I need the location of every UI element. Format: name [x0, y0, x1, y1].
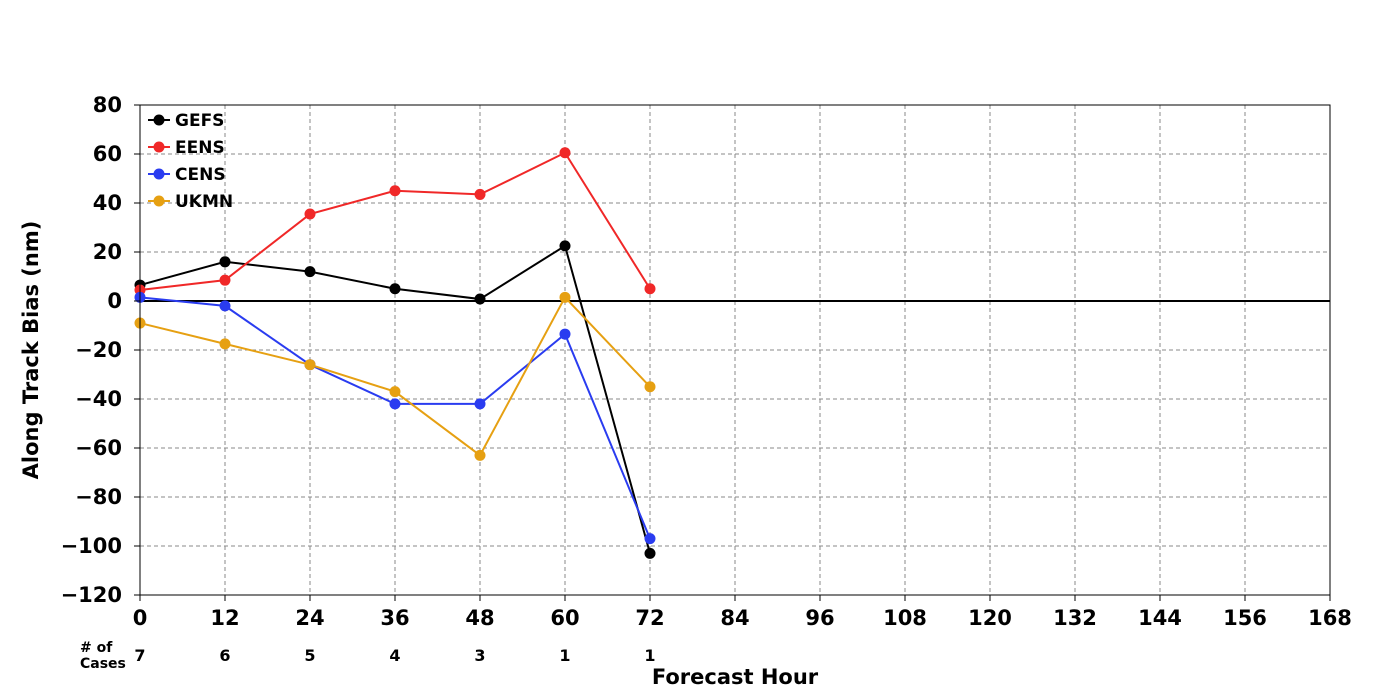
data-point-cens — [389, 398, 401, 410]
y-tick-label: 80 — [93, 93, 122, 117]
cases-count: 3 — [474, 646, 485, 665]
data-point-gefs — [304, 266, 316, 278]
series-line-ukmn — [139, 295, 651, 457]
data-point-ukmn — [389, 386, 401, 398]
x-tick-label: 120 — [968, 606, 1012, 630]
legend-swatch-marker — [153, 168, 165, 180]
x-tick-label: 156 — [1223, 606, 1267, 630]
y-tick-label: −20 — [75, 338, 122, 362]
data-point-cens — [559, 328, 571, 340]
cases-count: 4 — [389, 646, 400, 665]
x-tick-label: 48 — [465, 606, 494, 630]
data-point-eens — [219, 274, 231, 286]
data-point-gefs — [219, 256, 231, 268]
x-tick-label: 96 — [805, 606, 834, 630]
x-tick-label: 144 — [1138, 606, 1182, 630]
y-tick-label: −100 — [61, 534, 122, 558]
grid-layer — [140, 105, 1330, 595]
data-point-eens — [644, 283, 656, 295]
x-tick-label: 84 — [720, 606, 749, 630]
y-tick-label: −120 — [61, 583, 122, 607]
series-line-cens — [139, 296, 651, 540]
x-tick-label: 168 — [1308, 606, 1352, 630]
data-point-eens — [474, 188, 486, 200]
legend-label: CENS — [175, 165, 226, 185]
data-point-eens — [389, 185, 401, 197]
legend-swatch-marker — [153, 114, 165, 126]
legend: GEFS EENS CENS UKMN — [148, 111, 233, 212]
data-point-ukmn — [559, 291, 571, 303]
legend-swatch-marker — [153, 141, 165, 153]
series-layer — [134, 147, 656, 559]
x-tick-label: 12 — [210, 606, 239, 630]
y-tick-label: 40 — [93, 191, 122, 215]
x-tick-label: 132 — [1053, 606, 1097, 630]
y-tick-label: −60 — [75, 436, 122, 460]
y-tick-label: 20 — [93, 240, 122, 264]
cases-count: 1 — [644, 646, 655, 665]
legend-entry-cens: CENS — [148, 165, 226, 185]
y-axis-title: Along Track Bias (nm) — [19, 221, 43, 480]
x-tick-label: 108 — [883, 606, 927, 630]
cases-label: Cases — [80, 656, 126, 672]
data-point-gefs — [389, 283, 401, 295]
x-tick-label: 72 — [635, 606, 664, 630]
data-point-cens — [219, 300, 231, 312]
legend-entry-ukmn: UKMN — [148, 192, 233, 212]
data-point-gefs — [474, 293, 486, 305]
data-point-eens — [304, 208, 316, 220]
x-tick-label: 60 — [550, 606, 579, 630]
data-point-eens — [559, 147, 571, 159]
cases-label: # of — [80, 640, 113, 656]
data-point-cens — [474, 398, 486, 410]
legend-label: GEFS — [175, 111, 224, 131]
x-tick-label: 36 — [380, 606, 409, 630]
data-point-gefs — [644, 547, 656, 559]
series-ukmn — [134, 291, 656, 461]
data-point-ukmn — [644, 381, 656, 393]
ticks-layer: 0 12 24 36 48 60 72 84 96 108 120 132 144 156 168 −120 −… — [61, 93, 1352, 630]
cases-count: 1 — [559, 646, 570, 665]
x-tick-label: 0 — [133, 606, 148, 630]
cases-count: 6 — [219, 646, 230, 665]
legend-label: UKMN — [175, 192, 233, 212]
y-tick-label: 0 — [107, 289, 122, 313]
legend-swatch-marker — [153, 195, 165, 207]
x-tick-label: 24 — [295, 606, 324, 630]
cases-count: 5 — [304, 646, 315, 665]
legend-label: EENS — [175, 138, 225, 158]
cases-count: 7 — [134, 646, 145, 665]
y-tick-label: 60 — [93, 142, 122, 166]
y-tick-label: −80 — [75, 485, 122, 509]
y-tick-label: −40 — [75, 387, 122, 411]
x-axis-title: Forecast Hour — [652, 665, 819, 689]
data-point-ukmn — [474, 449, 486, 461]
data-point-cens — [644, 533, 656, 545]
legend-entry-gefs: GEFS — [148, 111, 224, 131]
data-point-ukmn — [304, 359, 316, 371]
data-point-ukmn — [219, 338, 231, 350]
data-point-gefs — [559, 240, 571, 252]
legend-entry-eens: EENS — [148, 138, 225, 158]
